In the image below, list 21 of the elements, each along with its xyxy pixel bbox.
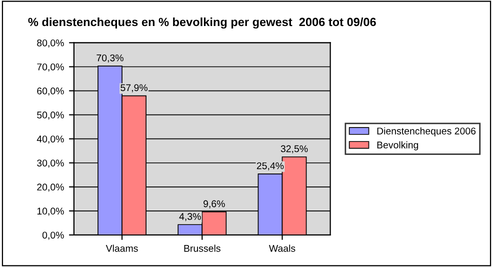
y-tick-label: 10,0% xyxy=(37,208,64,216)
y-tick-label: 20,0% xyxy=(37,184,64,192)
x-tick-label: Vlaams xyxy=(106,244,138,252)
legend-label: Dienstencheques 2006 xyxy=(377,127,476,136)
y-tick-label: 50,0% xyxy=(37,112,64,120)
data-label: 57,9% xyxy=(120,84,148,92)
data-label: 25,4% xyxy=(256,162,284,170)
y-tick-label: 70,0% xyxy=(37,63,64,72)
y-tick-label: 0,0% xyxy=(42,232,64,240)
data-label: 4,3% xyxy=(179,213,201,222)
chart-title: % dienstencheques en % bevolking per gewest 2006 tot 09/06 xyxy=(28,18,376,29)
legend-label: Bevolking xyxy=(377,141,418,150)
data-label: 9,6% xyxy=(204,200,225,208)
y-tick-label: 30,0% xyxy=(37,160,64,168)
y-tick-label: 80,0% xyxy=(37,39,64,48)
x-tick-label: Waals xyxy=(268,244,296,252)
x-tick-label: Brussels xyxy=(184,244,220,252)
data-label: 32,5% xyxy=(280,145,308,154)
y-tick-label: 40,0% xyxy=(36,136,64,144)
data-label: 70,3% xyxy=(96,54,124,62)
y-tick-label: 60,0% xyxy=(37,88,64,96)
